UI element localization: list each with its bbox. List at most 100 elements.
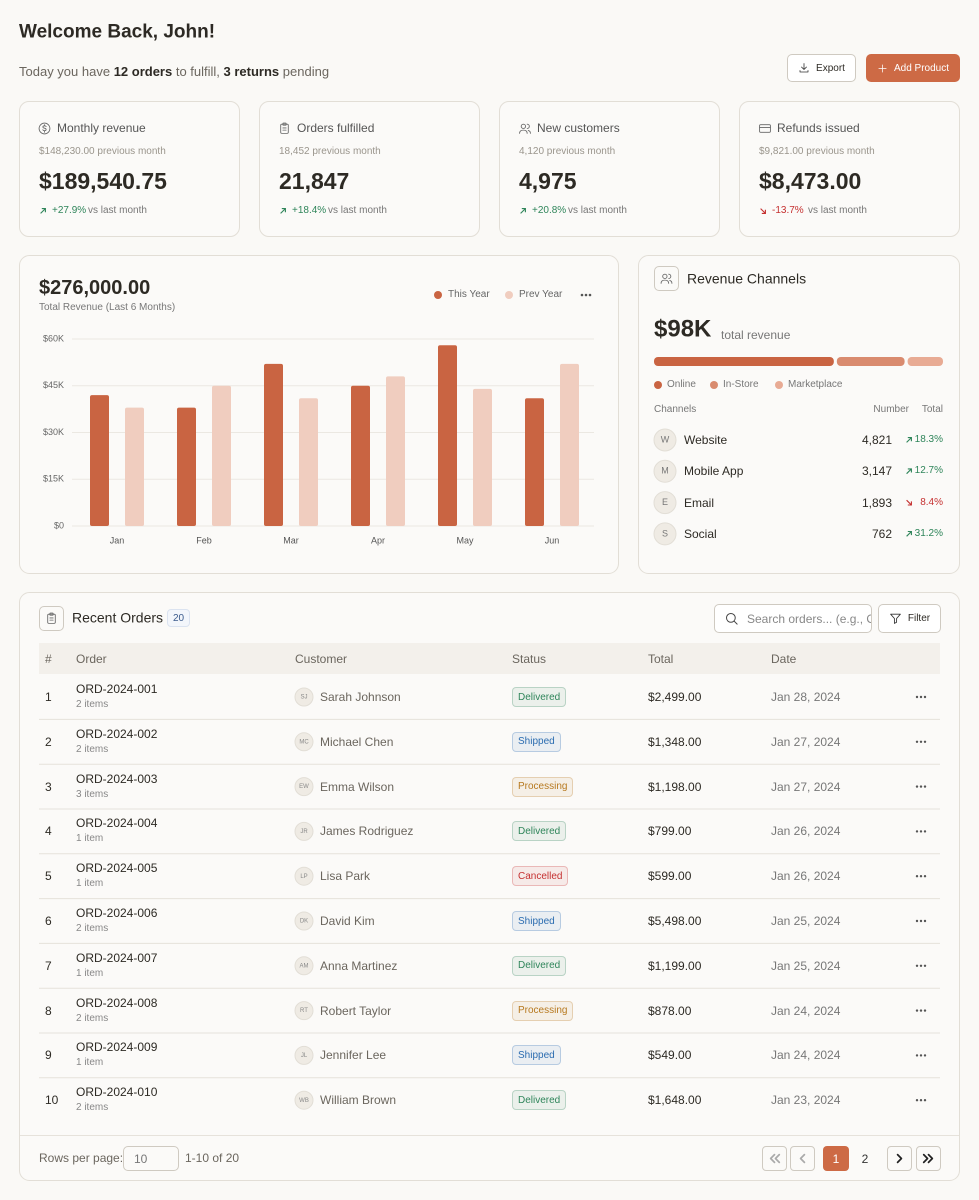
status-pill: Delivered xyxy=(512,1090,567,1111)
page-nav-button[interactable] xyxy=(887,1146,912,1171)
trend-arrow xyxy=(906,437,912,443)
customer-avatar xyxy=(294,777,314,797)
stat-previous: $148,230.00 previous month xyxy=(39,146,166,157)
page-button[interactable]: 1 xyxy=(823,1146,849,1171)
rows-select[interactable]: 10 xyxy=(123,1146,179,1171)
customer-name: Sarah Johnson xyxy=(320,689,401,704)
legend-swatch xyxy=(434,291,442,299)
orders-title: Recent Orders xyxy=(72,609,164,626)
customer-initials: LP xyxy=(300,874,307,880)
bar xyxy=(525,398,544,526)
table-header-bg xyxy=(39,643,940,674)
customer-initials: RT xyxy=(300,1008,308,1014)
bar xyxy=(386,376,405,526)
order-id: ORD-2024-003 xyxy=(76,771,158,786)
channel-avatar xyxy=(653,428,677,452)
customer-initials: WB xyxy=(299,1098,309,1104)
channel-name: Email xyxy=(684,495,715,510)
status-pill: Cancelled xyxy=(512,866,569,887)
stat-value: 4,975 xyxy=(519,168,577,195)
page-nav-button[interactable] xyxy=(762,1146,787,1171)
bar xyxy=(264,363,283,526)
row-number: 4 xyxy=(45,824,52,839)
channels-card xyxy=(638,255,960,574)
dot xyxy=(919,919,923,923)
text: 3 returns xyxy=(223,64,280,80)
page-nav-button[interactable] xyxy=(790,1146,815,1171)
row-menu[interactable] xyxy=(915,964,927,967)
customer-name: William Brown xyxy=(320,1092,397,1107)
customer-avatar xyxy=(294,956,314,976)
arrow-path xyxy=(906,437,912,443)
order-items: 1 item xyxy=(76,833,104,845)
order-date: Jan 26, 2024 xyxy=(771,824,841,839)
x-tick-label: Jun xyxy=(545,535,560,545)
bar xyxy=(212,385,231,526)
customer-avatar xyxy=(294,732,314,752)
row-menu[interactable] xyxy=(915,875,927,878)
order-id: ORD-2024-004 xyxy=(76,816,158,831)
text: pending xyxy=(279,64,330,80)
trend-arrow xyxy=(906,468,912,475)
channel-segment xyxy=(907,357,943,366)
order-id: ORD-2024-009 xyxy=(76,1040,158,1055)
page-nav-button[interactable] xyxy=(916,1146,941,1171)
stat-label: New customers xyxy=(537,120,620,135)
users-icon xyxy=(519,123,531,134)
trend-arrow xyxy=(906,499,912,506)
status-pill: Shipped xyxy=(512,911,561,931)
trend-arrow xyxy=(906,530,912,537)
customer-name: Jennifer Lee xyxy=(320,1048,387,1063)
channel-change: 18.3% xyxy=(914,434,943,445)
channel-avatar xyxy=(653,522,677,546)
status-pill: Shipped xyxy=(512,1045,561,1066)
search-box[interactable]: Search orders... (e.g., O xyxy=(714,604,872,633)
order-items: 1 item xyxy=(76,878,104,890)
stat-previous: 4,120 previous month xyxy=(519,146,616,157)
row-number: 2 xyxy=(45,734,52,749)
filter-button[interactable]: Filter xyxy=(878,604,941,633)
channel-initial: E xyxy=(662,497,668,507)
customer-name: Michael Chen xyxy=(320,734,394,749)
y-tick-label: $60K xyxy=(43,333,64,343)
nav-icon xyxy=(799,1153,806,1164)
row-menu[interactable] xyxy=(915,740,927,743)
row-menu[interactable] xyxy=(915,695,927,699)
order-items: 2 items xyxy=(76,743,109,755)
row-menu[interactable] xyxy=(915,1099,927,1102)
status-pill: Processing xyxy=(512,1000,574,1021)
stat-change: +27.9% xyxy=(52,205,87,216)
page-button[interactable]: 2 xyxy=(861,1151,869,1166)
channel-name: Social xyxy=(684,526,717,541)
order-total: $1,348.00 xyxy=(648,734,702,749)
order-id: ORD-2024-006 xyxy=(76,905,158,920)
order-total: $5,498.00 xyxy=(648,913,702,928)
customer-initials: AM xyxy=(300,963,309,969)
order-total: $1,199.00 xyxy=(648,958,702,973)
row-menu[interactable] xyxy=(915,1054,927,1057)
row-menu[interactable] xyxy=(915,1009,927,1012)
arrow-path xyxy=(520,208,526,214)
order-items: 2 items xyxy=(76,1102,109,1114)
export-button[interactable]: Export xyxy=(787,54,856,82)
dot xyxy=(923,695,927,699)
row-menu[interactable] xyxy=(915,785,927,788)
more-icon[interactable] xyxy=(580,293,592,297)
bar xyxy=(473,388,492,526)
channel-number: 4,821 xyxy=(861,432,892,447)
customer-name: Robert Taylor xyxy=(320,1003,392,1018)
row-menu[interactable] xyxy=(915,919,927,923)
order-items: 2 items xyxy=(76,1012,109,1024)
order-id: ORD-2024-005 xyxy=(76,860,158,875)
trend-arrow xyxy=(40,208,46,214)
order-total: $1,648.00 xyxy=(648,1092,702,1107)
rows-value: 10 xyxy=(134,1151,148,1166)
order-total: $549.00 xyxy=(648,1048,692,1063)
arrow-path xyxy=(906,530,912,537)
customer-avatar xyxy=(294,1001,314,1021)
add-product-button[interactable]: Add Product xyxy=(866,54,960,82)
bar xyxy=(90,395,109,526)
channel-name: Mobile App xyxy=(684,464,744,479)
row-menu[interactable] xyxy=(915,830,927,833)
legend-label: Prev Year xyxy=(519,289,563,300)
